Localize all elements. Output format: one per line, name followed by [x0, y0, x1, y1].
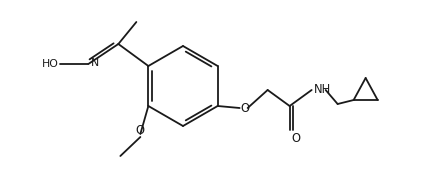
- Text: O: O: [136, 124, 145, 137]
- Text: O: O: [292, 132, 301, 145]
- Text: HO: HO: [41, 59, 58, 69]
- Text: N: N: [91, 58, 100, 68]
- Text: O: O: [241, 102, 250, 115]
- Text: NH: NH: [314, 83, 331, 95]
